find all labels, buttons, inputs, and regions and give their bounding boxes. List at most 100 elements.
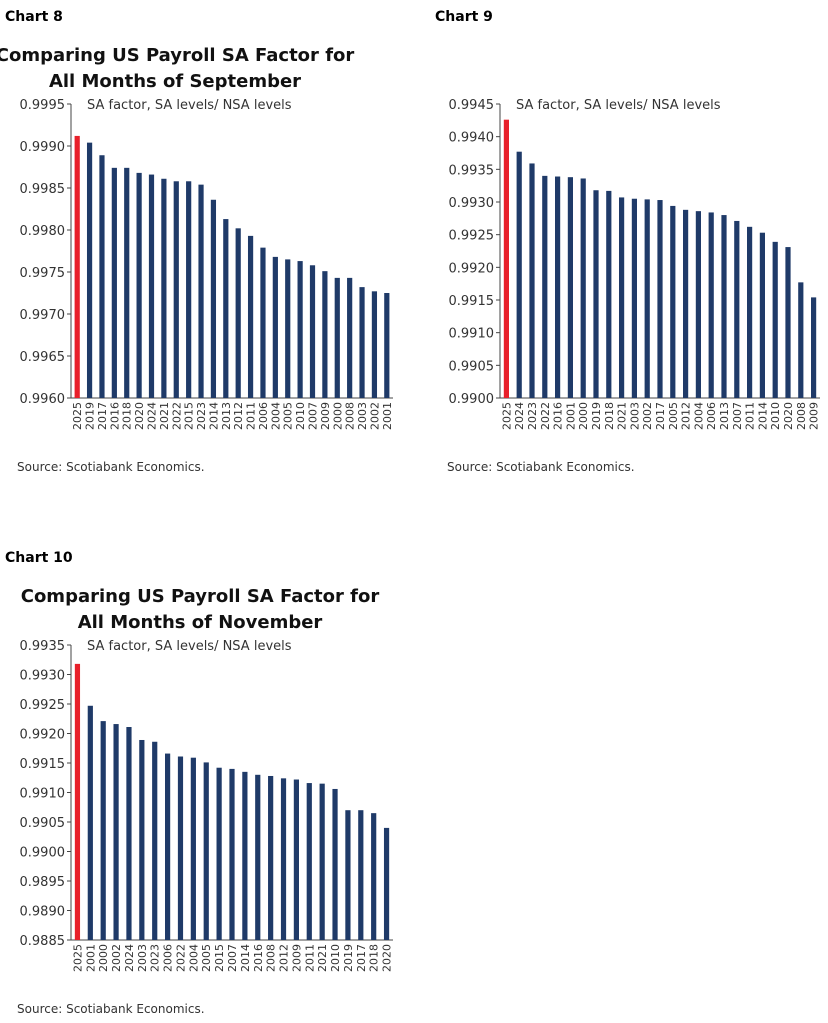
x-tick-label: 2014	[756, 402, 769, 430]
chart-title: All Months of September	[49, 71, 301, 92]
bar	[247, 235, 254, 398]
y-tick-label: 0.9925	[449, 229, 495, 244]
bar	[268, 775, 274, 940]
bar	[384, 293, 390, 398]
y-tick-label: 0.9930	[20, 669, 66, 684]
bar	[334, 277, 340, 398]
x-tick-label: 2025	[71, 402, 84, 430]
x-tick-label: 2002	[368, 402, 381, 430]
bar	[100, 721, 106, 940]
bar	[235, 228, 241, 398]
bar	[371, 291, 378, 398]
x-tick-label: 2005	[282, 402, 295, 430]
x-tick-label: 2000	[577, 402, 590, 430]
y-tick-label: 0.9995	[20, 98, 66, 113]
x-tick-label: 2002	[110, 944, 123, 972]
x-tick-label: 2001	[381, 402, 394, 430]
bar	[347, 277, 353, 398]
x-tick-label: 2010	[294, 402, 307, 430]
bar	[309, 265, 316, 398]
x-tick-label: 2014	[239, 944, 252, 972]
subtitle: SA factor, SA levels/ NSA levels	[87, 98, 292, 113]
bar	[210, 199, 217, 398]
bar	[772, 241, 778, 398]
bar	[173, 181, 179, 398]
x-tick-label: 2010	[769, 402, 782, 430]
bar	[345, 810, 351, 940]
y-tick-label: 0.9900	[20, 846, 66, 861]
y-tick-label: 0.9920	[449, 261, 495, 276]
chart-title: All Months of November	[78, 612, 323, 633]
bar	[152, 741, 158, 940]
bar	[242, 771, 248, 940]
bar	[683, 209, 689, 398]
bar	[229, 768, 235, 940]
x-tick-label: 2017	[654, 402, 667, 430]
x-tick-label: 2018	[121, 402, 134, 430]
chart-label: Chart 8	[5, 9, 63, 25]
x-tick-label: 2024	[146, 402, 159, 430]
bar	[87, 705, 93, 940]
x-tick-label: 2004	[692, 402, 705, 430]
x-tick-label: 2023	[526, 402, 539, 430]
bar	[631, 198, 637, 398]
y-tick-label: 0.9915	[20, 757, 66, 772]
x-tick-label: 2017	[96, 402, 109, 430]
x-tick-label: 2024	[123, 944, 136, 972]
y-tick-label: 0.9990	[20, 140, 66, 155]
x-tick-label: 2019	[84, 402, 97, 430]
x-tick-label: 2025	[71, 944, 84, 972]
chart-title: Comparing US Payroll SA Factor for	[21, 586, 380, 607]
bar	[255, 774, 261, 940]
source: Source: Scotiabank Economics.	[17, 460, 205, 474]
x-tick-label: 2009	[319, 402, 332, 430]
x-tick-label: 2000	[97, 944, 110, 972]
bar	[74, 135, 80, 399]
bar	[319, 783, 325, 940]
x-tick-label: 2011	[303, 944, 316, 972]
x-tick-label: 2021	[158, 402, 171, 430]
x-tick-label: 2023	[149, 944, 162, 972]
x-tick-label: 2016	[252, 944, 265, 972]
x-tick-label: 2016	[108, 402, 121, 430]
bar	[332, 788, 338, 940]
bar	[124, 167, 130, 398]
x-tick-label: 2011	[245, 402, 258, 430]
y-tick-label: 0.9900	[449, 392, 495, 407]
x-tick-label: 2018	[603, 402, 616, 430]
bar	[190, 757, 196, 940]
y-tick-label: 0.9895	[20, 875, 66, 890]
x-tick-label: 2008	[344, 402, 357, 430]
x-tick-label: 2002	[641, 402, 654, 430]
bar	[580, 178, 586, 398]
chart-label: Chart 9	[435, 9, 493, 25]
bar	[111, 167, 117, 398]
x-tick-label: 2025	[500, 402, 513, 430]
subtitle: SA factor, SA levels/ NSA levels	[87, 639, 292, 654]
bar	[695, 211, 701, 398]
bar	[555, 176, 561, 398]
bar	[529, 163, 535, 398]
x-tick-label: 2015	[183, 402, 196, 430]
y-tick-label: 0.9935	[449, 163, 495, 178]
bar	[657, 200, 663, 398]
chart-title: Comparing US Payroll SA Factor for	[0, 45, 354, 66]
x-tick-label: 2005	[200, 944, 213, 972]
x-tick-label: 2015	[213, 944, 226, 972]
x-tick-label: 2010	[329, 944, 342, 972]
bar	[139, 739, 145, 940]
x-tick-label: 2009	[290, 944, 303, 972]
bar	[747, 226, 753, 398]
x-tick-label: 2014	[207, 402, 220, 430]
bar	[721, 215, 727, 398]
bar	[734, 220, 740, 398]
bar	[280, 778, 287, 940]
x-tick-label: 2021	[316, 944, 329, 972]
x-tick-label: 2008	[795, 402, 808, 430]
x-tick-label: 2003	[356, 402, 369, 430]
y-tick-label: 0.9965	[20, 350, 66, 365]
y-tick-label: 0.9920	[20, 728, 66, 743]
x-tick-label: 2022	[539, 402, 552, 430]
bar	[593, 190, 599, 398]
y-tick-label: 0.9975	[20, 266, 66, 281]
